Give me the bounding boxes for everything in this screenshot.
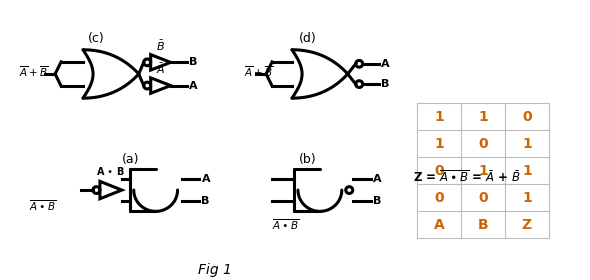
Text: 1: 1	[478, 164, 488, 178]
Text: (d): (d)	[299, 32, 317, 45]
Text: A: A	[434, 218, 445, 232]
Text: $\bar{A}$: $\bar{A}$	[156, 62, 165, 76]
Text: Z = $\overline{A \bullet B}$ = $\bar{A}$ + $\bar{B}$: Z = $\overline{A \bullet B}$ = $\bar{A}$…	[414, 169, 522, 185]
Text: 1: 1	[522, 137, 532, 151]
Text: $\overline{A \bullet B}$: $\overline{A \bullet B}$	[272, 217, 299, 232]
Text: $\overline{A} + \overline{B}$: $\overline{A} + \overline{B}$	[244, 64, 274, 79]
Text: A $\bullet$ B: A $\bullet$ B	[96, 165, 126, 176]
Text: (a): (a)	[122, 153, 139, 166]
Text: Z: Z	[522, 218, 532, 232]
Text: 1: 1	[522, 191, 532, 205]
Text: 0: 0	[434, 164, 444, 178]
Text: (b): (b)	[299, 153, 317, 166]
Text: B: B	[381, 79, 389, 89]
Text: A: A	[188, 81, 197, 90]
Text: 1: 1	[522, 164, 532, 178]
Text: 1: 1	[434, 137, 444, 151]
Text: (c): (c)	[87, 32, 104, 45]
Text: 1: 1	[434, 109, 444, 123]
Text: 0: 0	[434, 191, 444, 205]
Text: $\overline{A} + \overline{B}$: $\overline{A} + \overline{B}$	[19, 64, 49, 79]
Text: Fig 1: Fig 1	[198, 263, 232, 277]
Text: B: B	[373, 196, 381, 206]
Text: B: B	[188, 57, 197, 67]
Text: A: A	[201, 174, 210, 185]
Text: $\overline{A \bullet B}$: $\overline{A \bullet B}$	[30, 198, 57, 213]
Text: A: A	[373, 174, 381, 185]
Text: A: A	[381, 59, 389, 69]
Text: 0: 0	[478, 137, 488, 151]
Text: B: B	[478, 218, 489, 232]
Text: B: B	[201, 196, 210, 206]
Text: $\bar{B}$: $\bar{B}$	[156, 38, 165, 53]
Text: 0: 0	[522, 109, 532, 123]
Text: 0: 0	[478, 191, 488, 205]
Text: 1: 1	[478, 109, 488, 123]
